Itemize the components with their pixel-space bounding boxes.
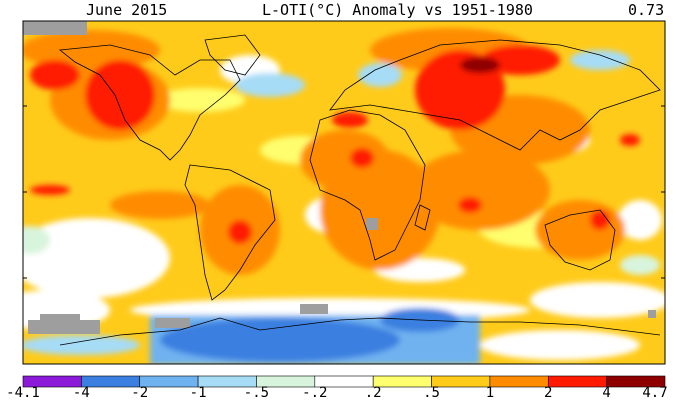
legend-max-label: 4.7: [642, 385, 668, 401]
coast-south-america: [184, 164, 276, 301]
coast-antarctica: [59, 317, 661, 346]
legend-tick-label: .2: [364, 385, 382, 401]
legend-swatch: [606, 375, 666, 388]
coast-north-america: [58, 44, 241, 161]
field-cool-scandinavia: [358, 63, 402, 87]
legend-tick-label: -.2: [302, 385, 328, 401]
legend-tick-label: -2: [131, 385, 149, 401]
field-white-se-pacific: [23, 218, 170, 298]
missing-data-arctic: [23, 21, 87, 35]
coast-madagascar: [414, 204, 431, 231]
legend-swatch: [431, 375, 491, 388]
map-period: June 2015: [86, 1, 168, 19]
lat-ticks: [23, 105, 665, 279]
field-warm-africa: [300, 130, 390, 190]
coastlines: [58, 34, 661, 346]
legend-tick-label: -4: [72, 385, 90, 401]
field-hot-west-north-america: [85, 60, 155, 130]
legend-swatch: [489, 375, 549, 388]
global-mean-value: 0.73: [628, 1, 665, 19]
legend-tick-label: 2: [544, 385, 553, 401]
legend-tick-label: -.5: [243, 385, 270, 401]
anomaly-field: [23, 21, 665, 364]
coast-eurasia: [329, 39, 661, 151]
coast-australia: [544, 209, 616, 271]
coast-greenland: [204, 34, 261, 76]
legend-tick-label: 4: [602, 385, 611, 401]
map-title: L-OTI(°C) Anomaly vs 1951-1980: [262, 1, 533, 19]
legend-tick-label: 1: [485, 385, 495, 401]
legend-colorbar: [22, 375, 666, 388]
field-cool-north-atlantic: [235, 73, 305, 97]
legend-tick-label: .5: [423, 385, 440, 401]
coast-africa: [309, 109, 426, 261]
legend-swatch: [547, 375, 607, 388]
missing-data-antarctic: [28, 320, 100, 334]
field-extreme-siberia: [460, 57, 500, 73]
legend-tick-label: -1: [189, 385, 207, 401]
legend-tick-label: -4.1: [6, 385, 40, 401]
